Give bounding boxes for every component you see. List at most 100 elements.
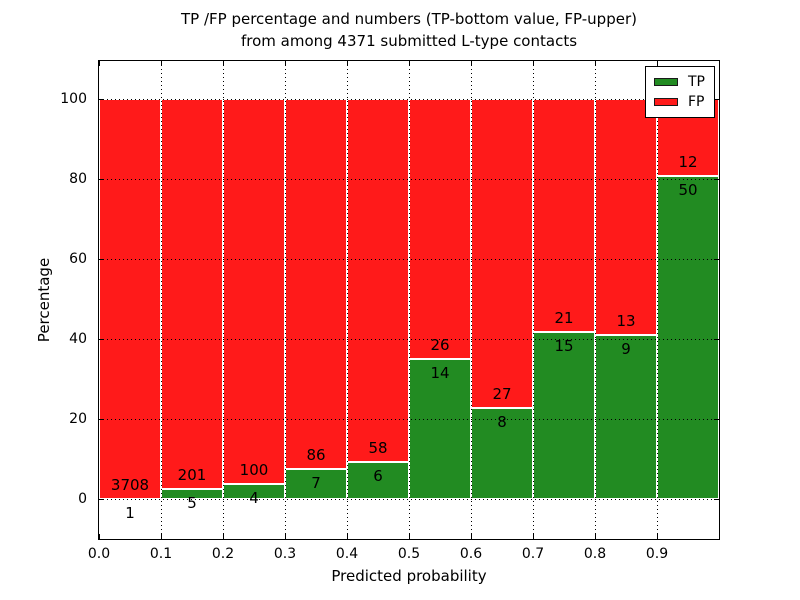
fp-bar-0.1-0.2	[161, 99, 223, 490]
xtick-bottom-0.9	[657, 534, 658, 539]
fp-count-label-0.7-0.8: 21	[554, 309, 574, 328]
fp-count-label-0.6-0.7: 27	[492, 384, 512, 403]
x-tick-label-0.1: 0.1	[149, 546, 173, 562]
xtick-bottom-0.6	[471, 534, 472, 539]
legend-entry-FP: FP	[654, 92, 714, 112]
tp-count-label-0.8-0.9: 9	[621, 340, 631, 359]
xtick-top-0.1	[161, 61, 162, 66]
legend-swatch-TP-icon	[654, 78, 678, 86]
xtick-top-0.9	[657, 61, 658, 66]
fp-count-label-0.0-0.1: 3708	[110, 475, 150, 494]
x-tick-label-0.2: 0.2	[211, 546, 235, 562]
ytick-right-20	[714, 419, 719, 420]
fp-bar-0.5-0.6	[409, 99, 471, 359]
xtick-top-0.6	[471, 61, 472, 66]
tp-count-label-0.5-0.6: 14	[430, 364, 450, 382]
tp-bar-0.6-0.7	[471, 407, 533, 499]
y-tick-label-40: 40	[69, 331, 87, 347]
tp-bar-0.3-0.4	[285, 468, 347, 499]
gridline-x-0.6	[471, 61, 472, 539]
ytick-left-100	[99, 99, 104, 100]
xtick-bottom-0.3	[285, 534, 286, 539]
x-tick-label-0.7: 0.7	[521, 546, 545, 562]
tp-count-label-0.7-0.8: 15	[554, 337, 574, 356]
chart-title-line1: TP /FP percentage and numbers (TP-bottom…	[181, 10, 637, 28]
xtick-bottom-0.4	[347, 534, 348, 539]
tp-bar-0.9-1.0	[657, 176, 719, 499]
x-tick-label-0.6: 0.6	[459, 546, 483, 562]
ytick-right-100	[714, 99, 719, 100]
tp-count-label-0.1-0.2: 5	[187, 494, 197, 513]
legend-label-TP: TP	[688, 74, 705, 90]
fp-count-label-0.2-0.3: 100	[239, 460, 269, 479]
legend-entry-TP: TP	[654, 72, 714, 92]
ytick-left-60	[99, 259, 104, 260]
x-axis-label: Predicted probability	[331, 567, 487, 585]
fp-bar-0.4-0.5	[347, 99, 409, 462]
x-tick-label-0.9: 0.9	[645, 546, 669, 562]
tp-count-label-0.6-0.7: 8	[497, 412, 507, 431]
gridline-x-0.3	[285, 61, 286, 539]
xtick-bottom-0.1	[161, 534, 162, 539]
xtick-top-0.4	[347, 61, 348, 66]
xtick-bottom-0.8	[595, 534, 596, 539]
tp-count-label-0.3-0.4: 7	[311, 473, 321, 492]
fp-bar-0.3-0.4	[285, 99, 347, 469]
xtick-top-0.5	[409, 61, 410, 66]
x-tick-label-0.5: 0.5	[397, 546, 421, 562]
tp-bar-0.4-0.5	[347, 461, 409, 499]
gridline-x-0.5	[409, 61, 410, 539]
x-tick-label-0.8: 0.8	[583, 546, 607, 562]
ytick-right-80	[714, 179, 719, 180]
tp-count-label-0.9-1.0: 50	[678, 181, 698, 200]
ytick-left-0	[99, 499, 104, 500]
legend: TP FP	[645, 66, 715, 118]
fp-count-label-0.4-0.5: 58	[368, 438, 388, 457]
xtick-bottom-0.5	[409, 534, 410, 539]
tp-bar-0.8-0.9	[595, 335, 657, 499]
fp-count-label-0.5-0.6: 26	[430, 336, 450, 354]
xtick-bottom-0.2	[223, 534, 224, 539]
xtick-bottom-0.0	[99, 534, 100, 539]
chart-title: TP /FP percentage and numbers (TP-bottom…	[99, 8, 719, 52]
gridline-x-0.7	[533, 61, 534, 539]
legend-label-FP: FP	[688, 94, 705, 110]
y-tick-label-20: 20	[69, 411, 87, 427]
y-tick-label-100: 100	[60, 91, 87, 107]
y-tick-label-80: 80	[69, 171, 87, 187]
plot-area: 3708 1 201 5 100 4 86 7 58 6 26 14 27 8 21 15 13 9 12 50 TP…	[98, 60, 720, 540]
gridline-x-0.8	[595, 61, 596, 539]
fp-count-label-0.8-0.9: 13	[616, 312, 636, 331]
xtick-top-0.3	[285, 61, 286, 66]
fp-bar-0.6-0.7	[471, 99, 533, 408]
xtick-top-0.7	[533, 61, 534, 66]
tp-count-label-0.4-0.5: 6	[373, 466, 383, 485]
gridline-x-0.4	[347, 61, 348, 539]
x-tick-label-0.0: 0.0	[87, 546, 111, 562]
fp-bar-0.0-0.1	[99, 99, 161, 499]
ytick-left-80	[99, 179, 104, 180]
xtick-top-0.2	[223, 61, 224, 66]
legend-swatch-FP-icon	[654, 98, 678, 106]
fp-count-label-0.3-0.4: 86	[306, 445, 326, 464]
xtick-top-0.0	[99, 61, 100, 66]
y-tick-label-60: 60	[69, 251, 87, 267]
gridline-x-0.2	[223, 61, 224, 539]
chart-title-line2: from among 4371 submitted L-type contact…	[240, 32, 578, 50]
xtick-top-0.8	[595, 61, 596, 66]
fp-bar-0.8-0.9	[595, 99, 657, 336]
fp-count-label-0.9-1.0: 12	[678, 153, 698, 172]
y-tick-label-0: 0	[78, 491, 87, 507]
ytick-left-20	[99, 419, 104, 420]
gridline-x-0.1	[161, 61, 162, 539]
x-tick-label-0.4: 0.4	[335, 546, 359, 562]
fp-bar-0.2-0.3	[223, 99, 285, 484]
fp-count-label-0.1-0.2: 201	[177, 466, 207, 485]
gridline-x-0.9	[657, 61, 658, 539]
xtick-bottom-0.7	[533, 534, 534, 539]
ytick-right-40	[714, 339, 719, 340]
ytick-left-40	[99, 339, 104, 340]
x-tick-label-0.3: 0.3	[273, 546, 297, 562]
tp-count-label-0.2-0.3: 4	[249, 488, 259, 507]
